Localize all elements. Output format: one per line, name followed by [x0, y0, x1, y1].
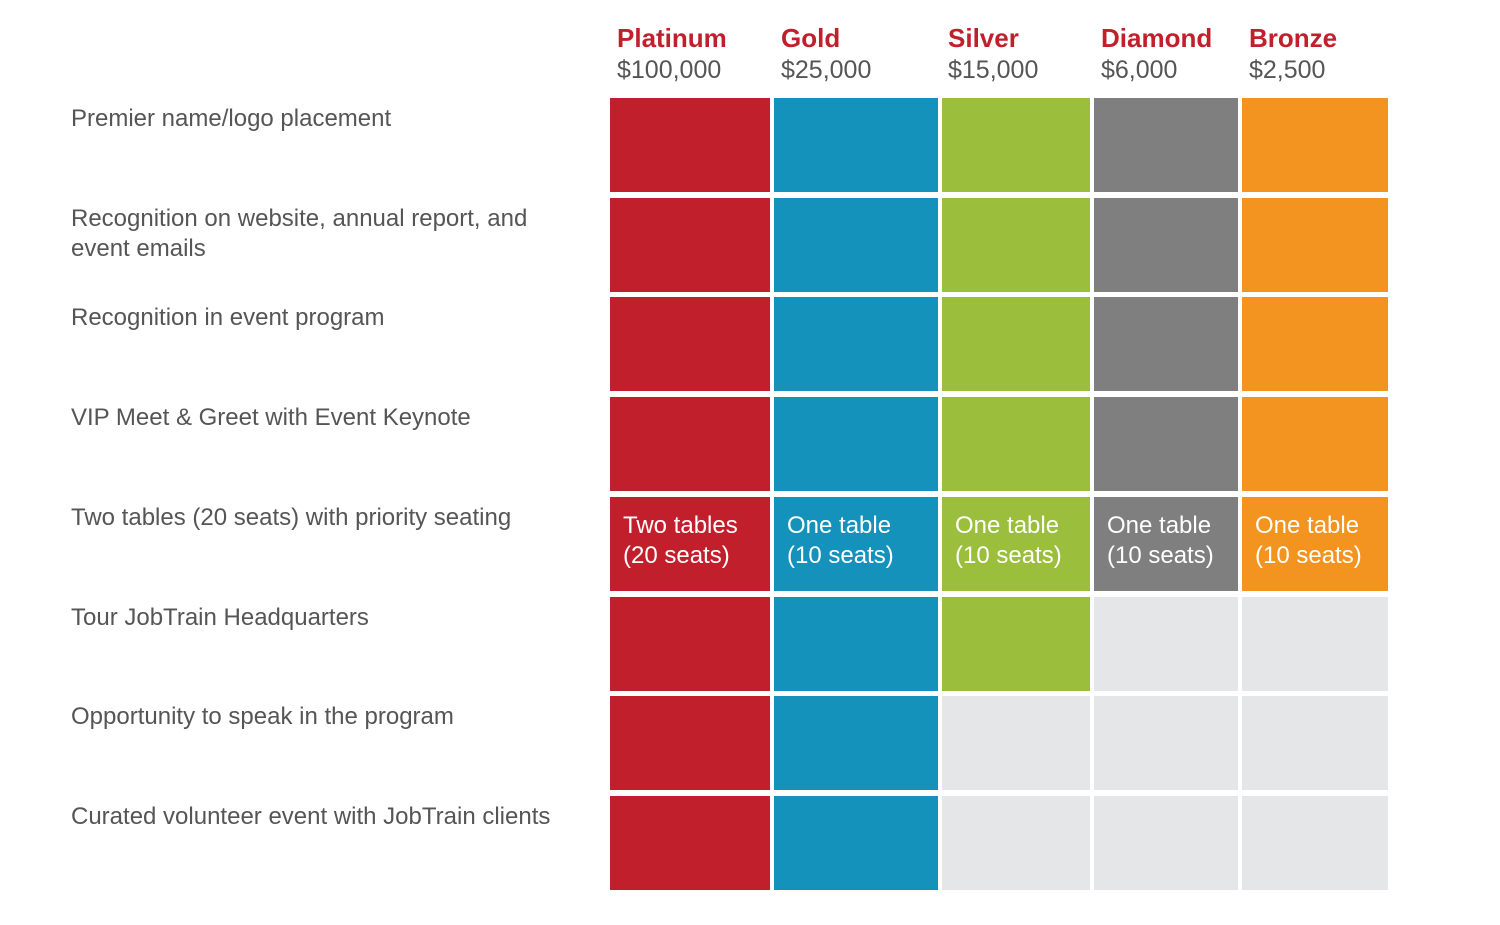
included-cell-gold: [774, 198, 938, 292]
included-cell-platinum: [610, 597, 770, 691]
included-cell-gold: [774, 597, 938, 691]
seating-text-line: (20 seats): [623, 542, 730, 569]
empty-cell-bronze: [1242, 696, 1388, 790]
included-cell-bronze: [1242, 297, 1388, 391]
included-cell-bronze: [1242, 98, 1388, 192]
empty-cell-diamond: [1094, 597, 1238, 691]
tier-price: $6,000: [1101, 56, 1178, 84]
included-cell-platinum: Two tables (20 seats): [610, 497, 770, 591]
seating-text-line: (10 seats): [1107, 542, 1214, 569]
included-cell-gold: One table (10 seats): [774, 497, 938, 591]
empty-cell-bronze: [1242, 597, 1388, 691]
seating-text-line: One table: [955, 512, 1060, 539]
included-cell-platinum: [610, 198, 770, 292]
seating-text-line: (10 seats): [955, 542, 1062, 569]
included-cell-silver: [942, 98, 1090, 192]
empty-cell-diamond: [1094, 696, 1238, 790]
empty-cell-diamond: [1094, 796, 1238, 890]
included-cell-diamond: [1094, 397, 1238, 491]
tier-name: Platinum: [617, 23, 727, 53]
tier-name: Silver: [948, 23, 1019, 53]
included-cell-platinum: [610, 796, 770, 890]
benefit-label-2: Recognition on website, annual report, a…: [71, 205, 528, 262]
included-cell-silver: One table (10 seats): [942, 497, 1090, 591]
included-cell-silver: [942, 297, 1090, 391]
benefit-label-4: VIP Meet & Greet with Event Keynote: [71, 404, 471, 431]
tier-price: $25,000: [781, 56, 872, 84]
tier-price: $15,000: [948, 56, 1039, 84]
tier-name: Bronze: [1249, 23, 1338, 53]
included-cell-diamond: [1094, 297, 1238, 391]
seating-text: One table (10 seats): [955, 511, 1084, 571]
included-cell-gold: [774, 397, 938, 491]
benefit-label-8: Curated volunteer event with JobTrain cl…: [71, 803, 551, 830]
seating-text-line: Two tables: [623, 512, 738, 539]
tier-price: $100,000: [617, 56, 722, 84]
included-cell-diamond: [1094, 98, 1238, 192]
benefit-label-7: Opportunity to speak in the program: [71, 703, 454, 730]
included-cell-platinum: [610, 297, 770, 391]
tier-header-platinum: Platinum $100,000: [617, 22, 727, 86]
tier-header-diamond: Diamond $6,000: [1101, 22, 1212, 86]
included-cell-bronze: [1242, 397, 1388, 491]
benefit-label-5: Two tables (20 seats) with priority seat…: [71, 504, 512, 531]
included-cell-platinum: [610, 397, 770, 491]
seating-text: One table (10 seats): [1255, 511, 1382, 571]
seating-text-line: One table: [1255, 512, 1360, 539]
benefit-label-1: Premier name/logo placement: [71, 105, 392, 132]
included-cell-platinum: [610, 696, 770, 790]
seating-text-line: (10 seats): [1255, 542, 1362, 569]
included-cell-silver: [942, 597, 1090, 691]
seating-text-line: One table: [787, 512, 892, 539]
included-cell-diamond: One table (10 seats): [1094, 497, 1238, 591]
seating-text: One table (10 seats): [787, 511, 932, 571]
benefit-label-6: Tour JobTrain Headquarters: [71, 604, 369, 631]
seating-text-line: (10 seats): [787, 542, 894, 569]
seating-text: One table (10 seats): [1107, 511, 1232, 571]
included-cell-silver: [942, 198, 1090, 292]
included-cell-silver: [942, 397, 1090, 491]
benefit-label-3: Recognition in event program: [71, 304, 385, 331]
included-cell-bronze: One table (10 seats): [1242, 497, 1388, 591]
seating-text: Two tables (20 seats): [623, 511, 764, 571]
included-cell-diamond: [1094, 198, 1238, 292]
tier-price: $2,500: [1249, 56, 1326, 84]
empty-cell-silver: [942, 696, 1090, 790]
tier-header-gold: Gold $25,000: [781, 22, 871, 86]
included-cell-gold: [774, 696, 938, 790]
tier-header-bronze: Bronze $2,500: [1249, 22, 1337, 86]
empty-cell-bronze: [1242, 796, 1388, 890]
tier-name: Diamond: [1101, 23, 1213, 53]
tier-name: Gold: [781, 23, 841, 53]
included-cell-gold: [774, 796, 938, 890]
tier-header-silver: Silver $15,000: [948, 22, 1038, 86]
empty-cell-silver: [942, 796, 1090, 890]
included-cell-gold: [774, 297, 938, 391]
seating-text-line: One table: [1107, 512, 1212, 539]
included-cell-platinum: [610, 98, 770, 192]
included-cell-bronze: [1242, 198, 1388, 292]
included-cell-gold: [774, 98, 938, 192]
